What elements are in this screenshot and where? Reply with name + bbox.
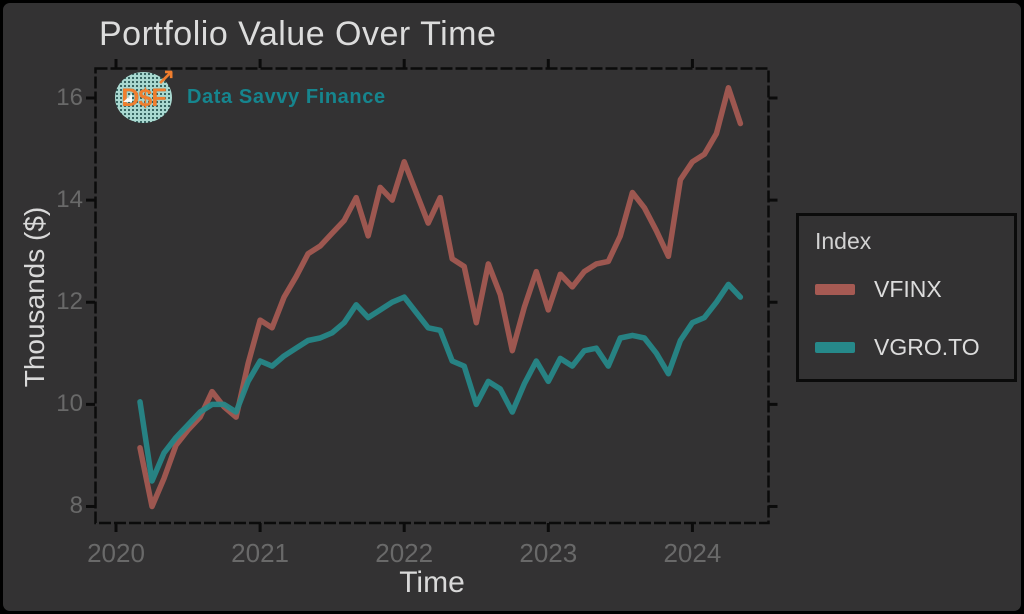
dsf-logo: D$F ↗ (115, 66, 175, 123)
x-tick-label: 2024 (663, 538, 722, 568)
brand-name: Data Savvy Finance (187, 86, 386, 108)
vgro-line-swatch (815, 341, 855, 353)
y-tick-label: 8 (69, 492, 83, 520)
mini-chart-icon (123, 94, 132, 102)
y-tick-label: 14 (56, 186, 83, 214)
legend-title: Index (815, 228, 872, 254)
legend-item-vfinx: VFINX (815, 276, 942, 302)
axis-tick-marks (86, 59, 778, 532)
y-tick-label: 10 (56, 390, 83, 418)
line-vfinx (137, 85, 744, 510)
x-tick-label: 2022 (375, 538, 434, 568)
arrow-up-icon: ↗ (156, 64, 175, 89)
y-tick-label: 16 (56, 84, 83, 111)
x-axis-label: Time (399, 566, 465, 599)
vfinx-line-swatch (815, 283, 855, 295)
x-tick-label: 2020 (87, 538, 145, 568)
legend-label-vgro: VGRO.TO (874, 333, 980, 360)
legend-label-vfinx: VFINX (874, 275, 942, 302)
chart-title: Portfolio Value Over Time (99, 15, 497, 53)
legend-item-vgro: VGRO.TO (815, 334, 980, 360)
line-vgro-to (137, 281, 744, 484)
plot-border (94, 67, 770, 525)
x-tick-label: 2021 (231, 538, 290, 568)
x-tick-label: 2023 (519, 538, 578, 568)
legend: Index VFINX VGRO.TO (796, 213, 1017, 382)
y-tick-label: 12 (56, 288, 83, 316)
plot-area (86, 59, 778, 532)
